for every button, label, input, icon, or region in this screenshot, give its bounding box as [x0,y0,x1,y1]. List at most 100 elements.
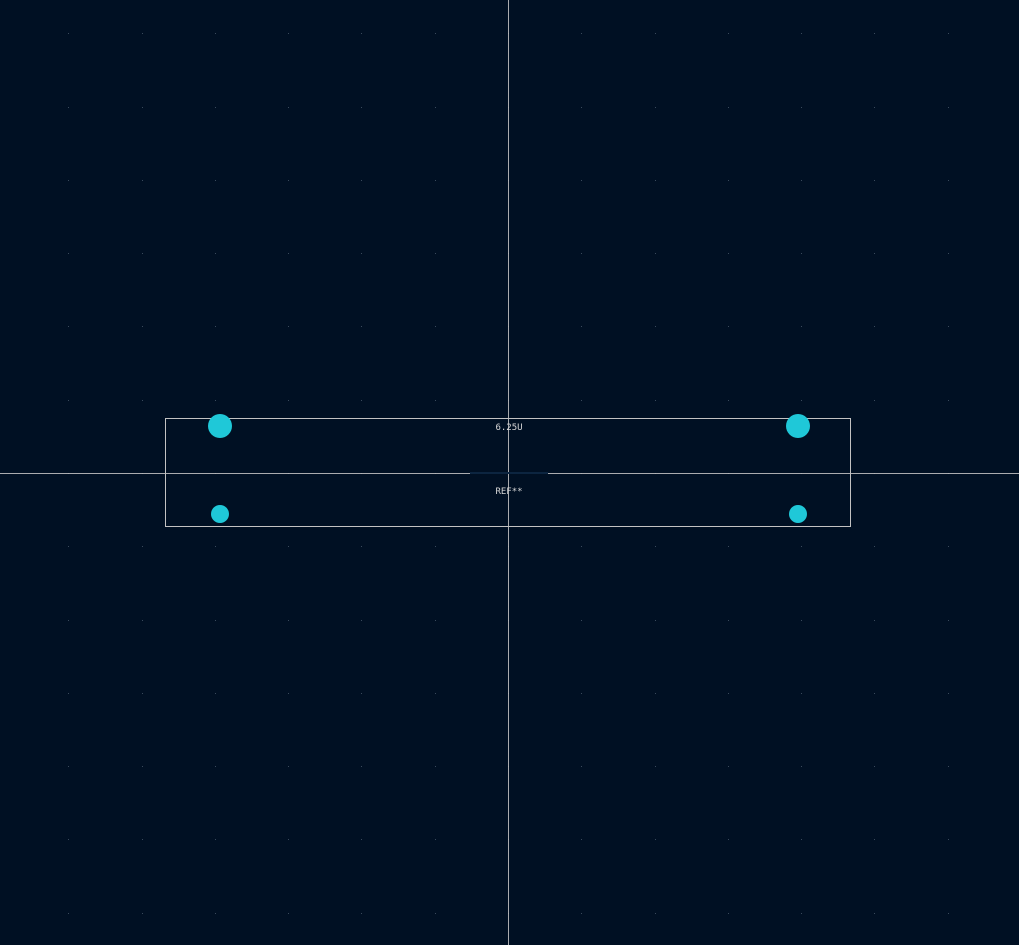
pad-bottom-left[interactable] [211,505,229,523]
grid-dot [435,546,436,547]
grid-dot [581,620,582,621]
grid-dot [948,839,949,840]
grid-dot [581,33,582,34]
grid-dot [361,400,362,401]
grid-dot [68,546,69,547]
grid-dot [948,693,949,694]
grid-dot [728,33,729,34]
grid-dot [435,180,436,181]
grid-dot [655,33,656,34]
grid-dot [948,400,949,401]
grid-dot [142,693,143,694]
grid-dot [435,839,436,840]
grid-dot [215,107,216,108]
grid-dot [874,766,875,767]
grid-dot [215,180,216,181]
footprint-reference-label[interactable]: REF** [495,487,523,497]
grid-dot [655,180,656,181]
grid-dot [948,546,949,547]
grid-dot [435,107,436,108]
grid-dot [361,33,362,34]
grid-dot [581,839,582,840]
grid-dot [801,839,802,840]
grid-dot [655,546,656,547]
grid-dot [68,693,69,694]
grid-dot [728,253,729,254]
grid-dot [435,400,436,401]
grid-dot [288,33,289,34]
grid-dot [655,693,656,694]
grid-dot [581,253,582,254]
grid-dot [361,620,362,621]
grid-dot [801,766,802,767]
grid-dot [142,839,143,840]
grid-dot [801,400,802,401]
grid-dot [68,766,69,767]
grid-dot [288,693,289,694]
grid-dot [288,107,289,108]
grid-dot [288,400,289,401]
grid-dot [874,839,875,840]
grid-dot [288,839,289,840]
grid-dot [801,913,802,914]
grid-dot [361,180,362,181]
grid-dot [728,913,729,914]
grid-dot [68,33,69,34]
grid-dot [728,693,729,694]
grid-dot [215,620,216,621]
pad-top-right[interactable] [786,414,810,438]
grid-dot [801,107,802,108]
grid-dot [581,180,582,181]
grid-dot [68,326,69,327]
grid-dot [142,180,143,181]
grid-dot [435,766,436,767]
grid-dot [288,326,289,327]
grid-dot [288,620,289,621]
grid-dot [948,33,949,34]
grid-dot [142,400,143,401]
grid-dot [288,546,289,547]
grid-dot [435,693,436,694]
grid-dot [215,913,216,914]
grid-dot [948,107,949,108]
grid-dot [215,546,216,547]
pad-top-left[interactable] [208,414,232,438]
grid-dot [68,400,69,401]
grid-dot [215,839,216,840]
grid-dot [361,107,362,108]
grid-dot [728,180,729,181]
grid-dot [215,400,216,401]
grid-dot [655,620,656,621]
grid-dot [874,33,875,34]
grid-dot [655,326,656,327]
grid-dot [801,693,802,694]
grid-dot [142,253,143,254]
grid-dot [874,107,875,108]
grid-dot [948,913,949,914]
footprint-courtyard-outline[interactable] [165,418,851,527]
grid-dot [948,253,949,254]
grid-dot [655,107,656,108]
grid-dot [948,766,949,767]
grid-dot [215,766,216,767]
grid-dot [361,913,362,914]
grid-dot [581,326,582,327]
grid-dot [581,693,582,694]
pad-bottom-right[interactable] [789,505,807,523]
grid-dot [142,913,143,914]
grid-dot [142,620,143,621]
grid-dot [68,620,69,621]
grid-dot [801,33,802,34]
grid-dot [655,400,656,401]
grid-dot [435,326,436,327]
grid-dot [215,253,216,254]
grid-dot [655,253,656,254]
grid-dot [655,913,656,914]
grid-dot [361,253,362,254]
grid-dot [215,326,216,327]
grid-dot [142,766,143,767]
grid-dot [68,107,69,108]
footprint-value-label[interactable]: 6.25U [495,423,523,433]
grid-dot [728,766,729,767]
